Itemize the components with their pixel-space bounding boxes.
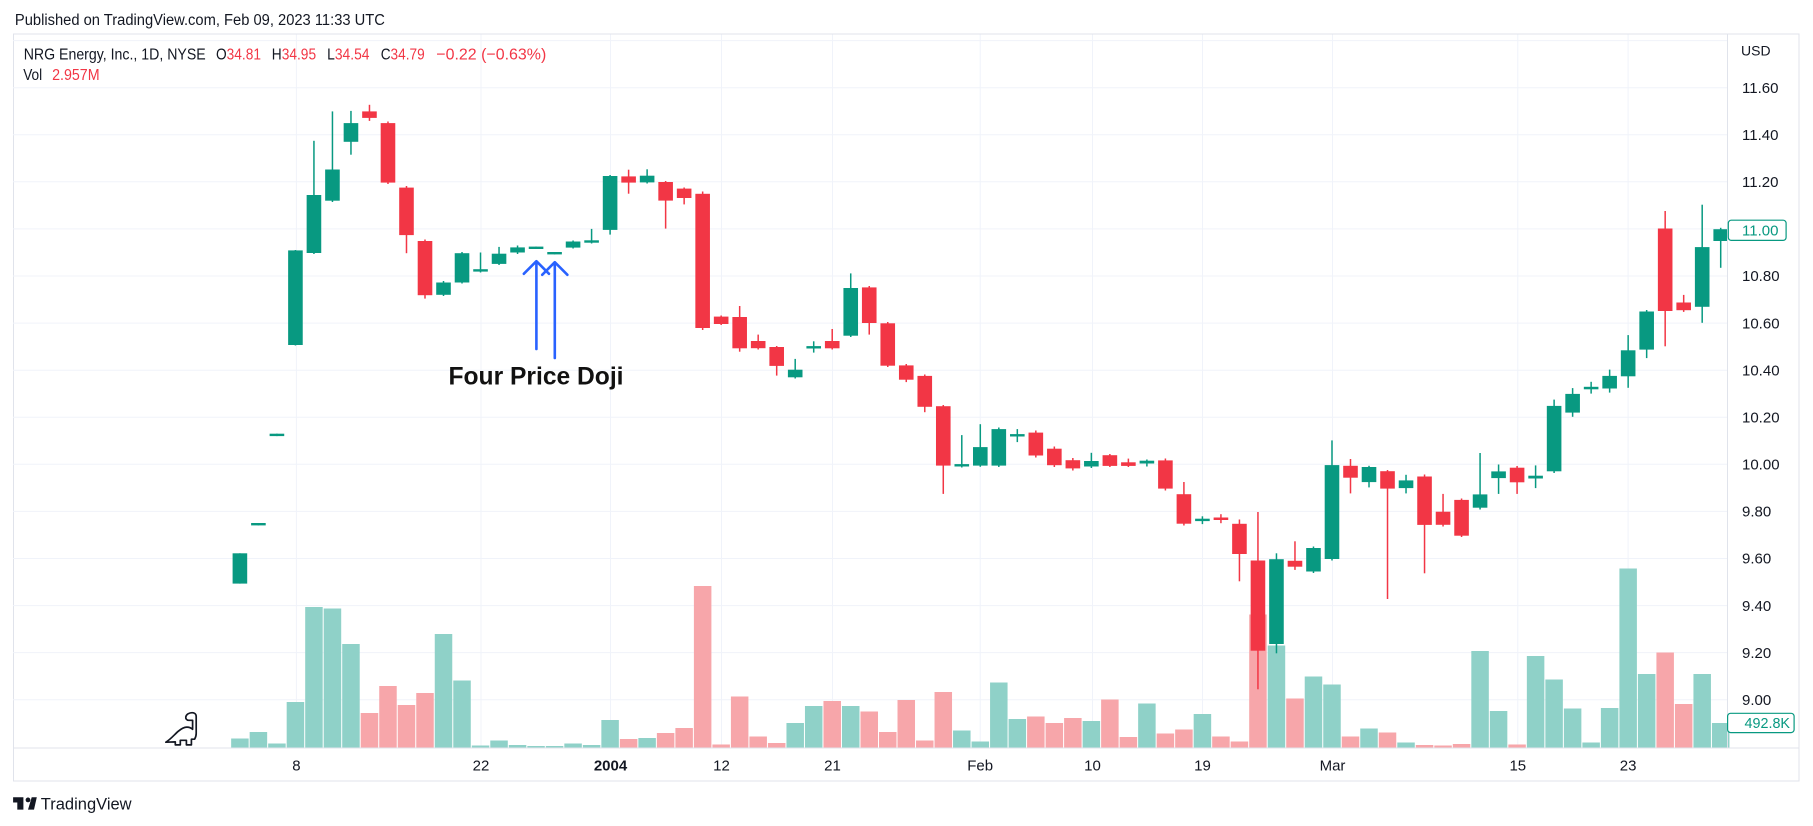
svg-text:C34.79: C34.79 (381, 47, 425, 64)
svg-text:11.60: 11.60 (1742, 80, 1778, 97)
svg-text:8: 8 (292, 757, 300, 774)
svg-text:L34.54: L34.54 (327, 47, 369, 64)
svg-text:USD: USD (1741, 42, 1771, 58)
svg-text:−0.22 (−0.63%): −0.22 (−0.63%) (436, 47, 546, 64)
svg-text:NRG Energy, Inc., 1D, NYSE: NRG Energy, Inc., 1D, NYSE (24, 47, 206, 64)
svg-text:Published on TradingView.com,: Published on TradingView.com, Feb 09, 20… (15, 12, 385, 29)
svg-text:11.20: 11.20 (1742, 174, 1778, 191)
svg-text:19: 19 (1194, 757, 1211, 774)
svg-text:Mar: Mar (1320, 757, 1346, 774)
svg-text:Feb: Feb (967, 757, 993, 774)
svg-text:2.957M: 2.957M (52, 67, 100, 84)
svg-text:9.80: 9.80 (1742, 504, 1771, 521)
svg-text:Vol: Vol (23, 67, 42, 84)
svg-text:11.40: 11.40 (1742, 127, 1778, 144)
svg-text:10: 10 (1084, 757, 1101, 774)
svg-text:9.00: 9.00 (1742, 692, 1771, 709)
svg-text:492.8K: 492.8K (1745, 715, 1791, 732)
svg-text:21: 21 (824, 757, 841, 774)
svg-text:11.00: 11.00 (1742, 222, 1778, 239)
svg-text:10.20: 10.20 (1742, 410, 1780, 427)
svg-text:2004: 2004 (594, 757, 628, 774)
svg-text:9.40: 9.40 (1742, 598, 1771, 615)
svg-text:12: 12 (713, 757, 730, 774)
svg-text:Four Price Doji: Four Price Doji (449, 362, 624, 390)
svg-text:H34.95: H34.95 (272, 47, 316, 64)
svg-text:15: 15 (1509, 757, 1526, 774)
svg-text:9.60: 9.60 (1742, 551, 1771, 568)
svg-text:10.60: 10.60 (1742, 315, 1780, 332)
svg-text:23: 23 (1620, 757, 1637, 774)
svg-text:9.20: 9.20 (1742, 645, 1771, 662)
svg-text:10.80: 10.80 (1742, 268, 1780, 285)
svg-text:10.40: 10.40 (1742, 362, 1780, 379)
svg-text:O34.81: O34.81 (216, 47, 261, 64)
svg-text:TradingView: TradingView (41, 795, 132, 813)
svg-text:10.00: 10.00 (1742, 457, 1780, 474)
svg-text:22: 22 (473, 757, 490, 774)
